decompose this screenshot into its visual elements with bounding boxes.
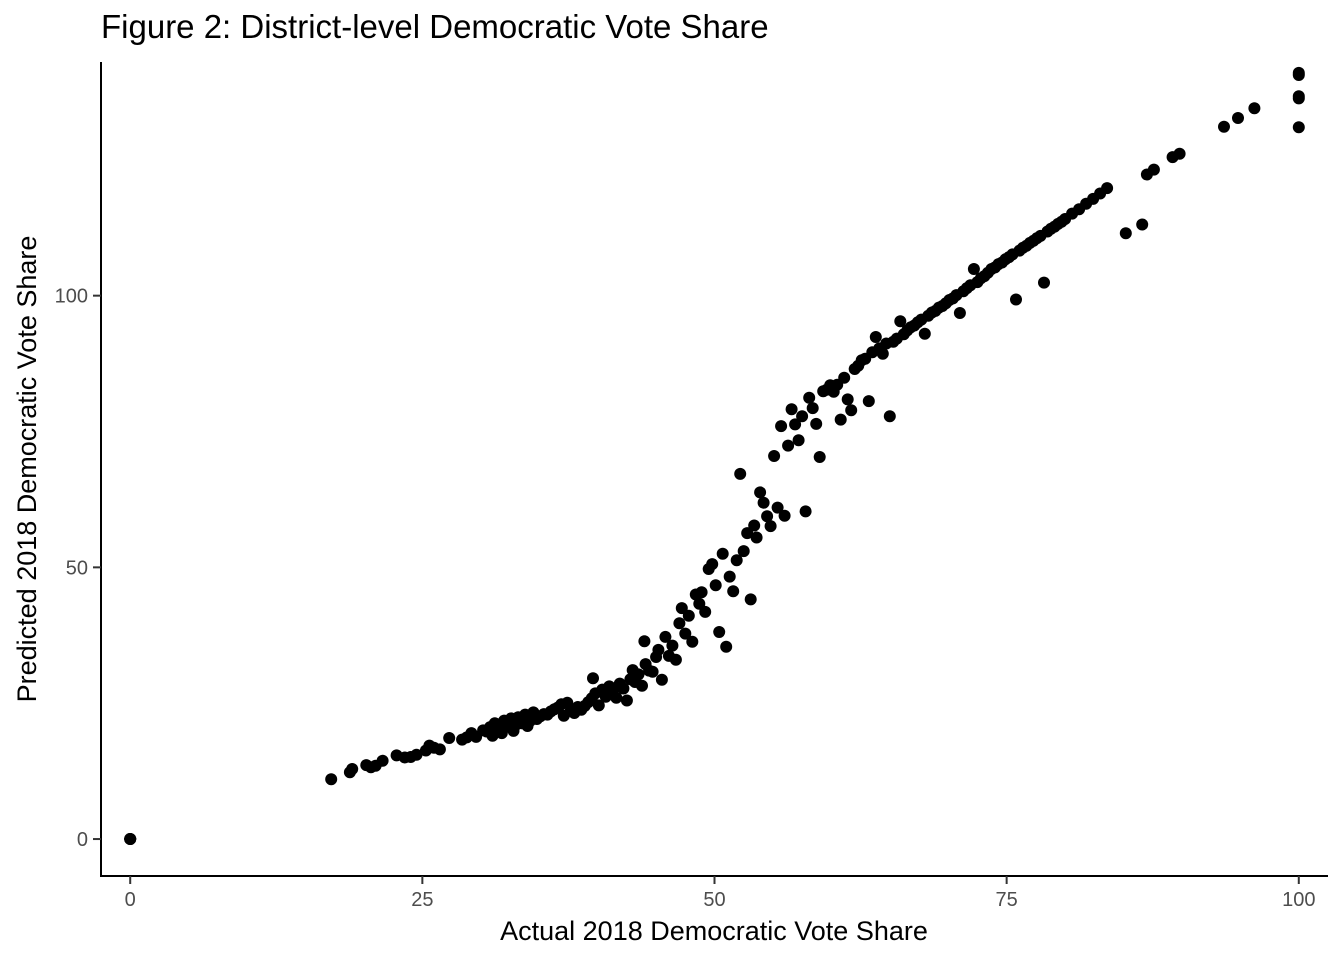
x-axis-ticks: 0 25 50 75 100 xyxy=(125,876,1316,911)
data-point-113 xyxy=(768,450,780,462)
y-tick-label: 100 xyxy=(55,286,88,308)
data-point-215 xyxy=(1293,92,1305,104)
y-axis-ticks: 0 50 100 xyxy=(55,286,101,851)
x-tick-label: 25 xyxy=(411,889,433,911)
data-point-126 xyxy=(814,451,826,463)
data-point-209 xyxy=(1218,121,1230,133)
data-point-73 xyxy=(636,680,648,692)
data-point-96 xyxy=(710,579,722,591)
data-point-83 xyxy=(666,640,678,652)
data-point-89 xyxy=(686,636,698,648)
data-point-210 xyxy=(1232,112,1244,124)
x-tick-label: 50 xyxy=(703,889,725,911)
y-tick-label: 50 xyxy=(66,557,88,579)
data-point-72 xyxy=(633,668,645,680)
data-point-202 xyxy=(1101,182,1113,194)
data-point-84 xyxy=(670,654,682,666)
data-point-117 xyxy=(782,440,794,452)
data-point-68 xyxy=(621,695,633,707)
data-point-213 xyxy=(1293,69,1305,81)
data-point-121 xyxy=(796,410,808,422)
data-point-125 xyxy=(810,418,822,430)
data-point-17 xyxy=(434,743,446,755)
data-point-166 xyxy=(954,307,966,319)
data-point-144 xyxy=(877,348,889,360)
data-point-88 xyxy=(683,610,695,622)
data-point-122 xyxy=(800,505,812,517)
data-point-107 xyxy=(748,520,760,532)
data-point-80 xyxy=(656,674,668,686)
data-point-18 xyxy=(443,732,455,744)
data-point-208 xyxy=(1174,148,1186,160)
data-point-106 xyxy=(745,593,757,605)
data-point-79 xyxy=(652,644,664,656)
data-point-103 xyxy=(734,468,746,480)
data-point-204 xyxy=(1136,219,1148,231)
data-point-140 xyxy=(863,395,875,407)
data-point-58 xyxy=(587,672,599,684)
data-point-134 xyxy=(842,393,854,405)
data-point-190 xyxy=(1038,277,1050,289)
data-point-182 xyxy=(1010,294,1022,306)
data-point-156 xyxy=(919,328,931,340)
data-point-142 xyxy=(870,331,882,343)
data-point-2 xyxy=(124,833,136,845)
data-point-100 xyxy=(724,571,736,583)
data-point-203 xyxy=(1120,227,1132,239)
data-point-206 xyxy=(1148,164,1160,176)
x-axis-title: Actual 2018 Democratic Vote Share xyxy=(500,916,928,946)
data-point-99 xyxy=(720,641,732,653)
data-point-216 xyxy=(1293,121,1305,133)
data-point-92 xyxy=(696,586,708,598)
data-point-109 xyxy=(754,486,766,498)
data-point-3 xyxy=(325,773,337,785)
x-tick-label: 100 xyxy=(1282,889,1315,911)
data-point-133 xyxy=(838,372,850,384)
data-point-124 xyxy=(807,402,819,414)
data-point-97 xyxy=(713,626,725,638)
data-point-74 xyxy=(638,635,650,647)
data-point-112 xyxy=(765,520,777,532)
x-tick-label: 0 xyxy=(125,889,136,911)
data-point-93 xyxy=(699,606,711,618)
data-point-146 xyxy=(884,410,896,422)
data-point-110 xyxy=(758,497,770,509)
data-point-108 xyxy=(751,532,763,544)
data-point-116 xyxy=(779,510,791,522)
y-tick-label: 0 xyxy=(77,829,88,851)
data-point-120 xyxy=(793,434,805,446)
data-point-9 xyxy=(377,755,389,767)
data-point-104 xyxy=(738,545,750,557)
data-point-5 xyxy=(346,763,358,775)
data-point-211 xyxy=(1248,102,1260,114)
data-points xyxy=(124,67,1305,845)
data-point-115 xyxy=(775,420,787,432)
data-point-132 xyxy=(835,414,847,426)
data-point-123 xyxy=(803,392,815,404)
data-point-85 xyxy=(673,617,685,629)
data-point-118 xyxy=(786,403,798,415)
data-point-95 xyxy=(706,558,718,570)
x-tick-label: 75 xyxy=(996,889,1018,911)
data-point-98 xyxy=(717,548,729,560)
data-point-101 xyxy=(727,585,739,597)
data-point-77 xyxy=(647,666,659,678)
y-axis-title: Predicted 2018 Democratic Vote Share xyxy=(12,236,42,703)
data-point-135 xyxy=(845,404,857,416)
